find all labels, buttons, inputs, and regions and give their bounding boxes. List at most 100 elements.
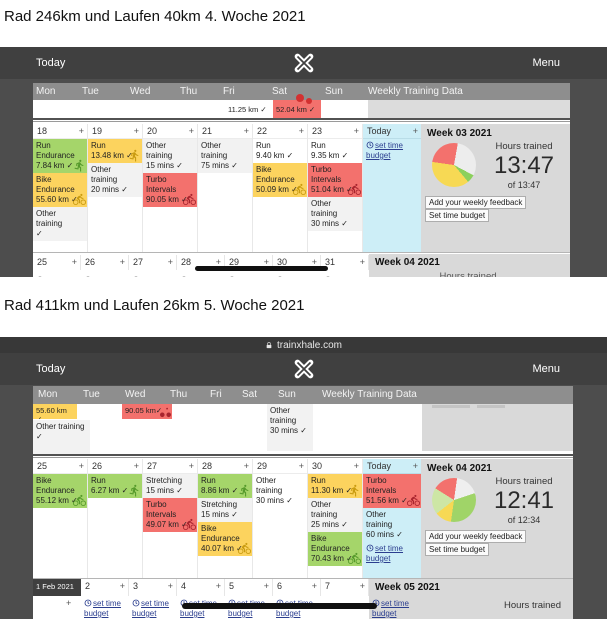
today-button[interactable]: Today <box>36 363 66 375</box>
activity-cell-turbo-intervals[interactable]: Turbo Intervals 90.05 km ✓ <box>143 173 197 207</box>
activity-value: 11.30 km ✓ <box>311 486 353 495</box>
activity-cell-other-training[interactable]: Other training 25 mins ✓ <box>308 498 362 532</box>
bike-icon <box>73 193 86 206</box>
activity-cell-run[interactable]: Run 8.86 km ✓ <box>198 474 252 498</box>
activity-cell-bike-endurance[interactable]: Bike Endurance 40.07 km ✓ <box>198 522 252 556</box>
activity-cell-bike-endurance[interactable]: Bike Endurance 70.43 km ✓ <box>308 532 362 566</box>
menu-button[interactable]: Menu <box>532 363 560 375</box>
browser-address-bar[interactable]: trainxhale.com <box>0 337 607 354</box>
add-activity-button[interactable]: + <box>243 461 249 471</box>
set-time-budget-link[interactable]: set time budget <box>363 542 421 566</box>
add-activity-button[interactable]: + <box>412 461 418 471</box>
activity-cell-turbo-intervals[interactable]: 90.05 km✓ <box>122 404 172 419</box>
add-activity-button[interactable]: + <box>119 581 125 591</box>
clock-icon <box>84 599 92 607</box>
activity-value: 75 mins ✓ <box>201 161 238 170</box>
trainxhale-logo-icon[interactable] <box>291 356 317 382</box>
add-activity-button[interactable]: + <box>78 461 84 471</box>
activity-cell-other-training[interactable]: Other training 15 mins ✓ <box>143 139 197 173</box>
activity-cell-turbo-intervals[interactable]: Turbo Intervals 51.56 km ✓ <box>363 474 421 508</box>
weekly-feedback-button[interactable]: Add your weekly feedback <box>425 530 527 543</box>
annotation-dot <box>306 98 312 104</box>
activity-cell-turbo-intervals[interactable]: Turbo Intervals 49.07 km ✓ <box>143 498 197 532</box>
activity-cell-run[interactable]: Run 6.27 km ✓ <box>88 474 142 498</box>
activity-title: Other training <box>146 141 173 160</box>
activity-value: 8.86 km ✓ <box>201 486 239 495</box>
activity-cell-other-training[interactable]: Other training 30 mins ✓ <box>267 404 313 451</box>
add-activity-button[interactable]: + <box>78 126 84 136</box>
add-activity-button[interactable]: + <box>71 257 77 267</box>
add-activity-button[interactable]: + <box>66 598 72 608</box>
add-activity-button[interactable]: + <box>167 581 173 591</box>
menu-button[interactable]: Menu <box>532 57 560 69</box>
add-activity-button[interactable]: + <box>167 257 173 267</box>
clock-icon <box>84 271 92 277</box>
add-activity-button[interactable]: + <box>188 461 194 471</box>
add-activity-button[interactable]: + <box>133 461 139 471</box>
add-activity-button[interactable]: + <box>188 126 194 136</box>
add-activity-button[interactable]: + <box>353 461 359 471</box>
trainxhale-logo-icon[interactable] <box>291 50 317 76</box>
clock-icon <box>132 599 140 607</box>
weekly-feedback-button[interactable]: Add your weekly feedback <box>425 196 527 209</box>
activity-cell-other-training[interactable]: Other training 75 mins ✓ <box>198 139 252 173</box>
weekly-training-panel: Week 03 2021 Hours trained 13:47 of 13:4… <box>421 124 570 252</box>
budget-label: budget <box>84 609 109 618</box>
activity-cell-stretching[interactable]: Stretching 15 mins ✓ <box>198 498 252 522</box>
activity-cell-bike-endurance[interactable]: Bike Endurance 50.09 km ✓ <box>253 163 307 197</box>
date-number: 25 <box>37 257 48 267</box>
add-activity-button[interactable]: + <box>243 126 249 136</box>
add-activity-button[interactable]: + <box>298 461 304 471</box>
set-time-budget-button[interactable]: Set time budget <box>425 209 490 222</box>
activity-cell-run[interactable]: Run 13.48 km ✓ <box>88 139 142 163</box>
add-activity-button[interactable]: + <box>215 257 221 267</box>
hours-trained-value: 13:47 <box>493 152 555 179</box>
add-activity-button[interactable]: + <box>119 257 125 267</box>
activity-cell-turbo-intervals[interactable]: Turbo Intervals 51.04 km ✓ <box>308 163 362 197</box>
date-number: 27 <box>147 461 158 471</box>
activity-cell-other-training[interactable]: Other training ✓ <box>33 420 90 455</box>
bike-icon <box>348 552 361 565</box>
activity-title: Other training <box>256 476 283 495</box>
activity-title: Bike Endurance <box>36 175 75 194</box>
divider <box>33 121 570 122</box>
add-activity-button[interactable]: + <box>263 581 269 591</box>
add-activity-button[interactable]: + <box>311 581 317 591</box>
activity-cell-other-training[interactable]: Other training 30 mins ✓ <box>253 474 307 508</box>
add-activity-button[interactable]: + <box>263 257 269 267</box>
activity-cell-run[interactable]: Run 11.30 km ✓ <box>308 474 362 498</box>
today-button[interactable]: Today <box>36 57 66 69</box>
add-activity-button[interactable]: + <box>298 126 304 136</box>
hours-budget-value: of 12:34 <box>507 515 541 525</box>
activity-cell-run[interactable]: Run 9.35 km ✓ <box>308 139 362 163</box>
add-activity-button[interactable]: + <box>359 581 365 591</box>
add-activity-button[interactable]: + <box>133 126 139 136</box>
activity-cell-bike-endurance[interactable]: 55.60 km ✓ <box>33 404 77 419</box>
activity-cell-sat-ride[interactable]: 52.04 km ✓ <box>273 100 321 118</box>
set-time-budget-button[interactable]: Set time budget <box>425 543 490 556</box>
add-activity-button[interactable]: + <box>359 257 365 267</box>
activity-title: Run <box>201 476 216 485</box>
add-activity-button[interactable]: + <box>215 581 221 591</box>
activity-cell-run-endurance[interactable]: Run Endurance 7.84 km ✓ <box>33 139 87 173</box>
activity-cell-stretching[interactable]: Stretching 15 mins ✓ <box>143 474 197 498</box>
add-activity-button[interactable]: + <box>311 257 317 267</box>
activity-cell-other-training[interactable]: Other training 20 mins ✓ <box>88 163 142 197</box>
add-activity-button[interactable]: + <box>412 126 418 136</box>
activity-cell-other-training[interactable]: Other training 60 mins ✓ <box>363 508 421 542</box>
activity-cell-other-training[interactable]: Other training 30 mins ✓ <box>308 197 362 231</box>
activity-cell-bike-endurance[interactable]: Bike Endurance 55.12 km ✓ <box>33 474 87 508</box>
add-activity-button[interactable]: + <box>353 126 359 136</box>
activity-cell-other-training[interactable]: Other training ✓ <box>33 207 87 241</box>
next-week-panel: Week 04 2021 Hours trained <box>369 254 570 277</box>
activity-cell-fri-run[interactable]: 11.25 km ✓ <box>225 100 273 118</box>
activity-cell-run[interactable]: Run 9.40 km ✓ <box>253 139 307 163</box>
activity-cell-bike-endurance[interactable]: Bike Endurance 55.60 km ✓ <box>33 173 87 207</box>
set-time-budget-link[interactable]: set time budget <box>363 139 421 163</box>
